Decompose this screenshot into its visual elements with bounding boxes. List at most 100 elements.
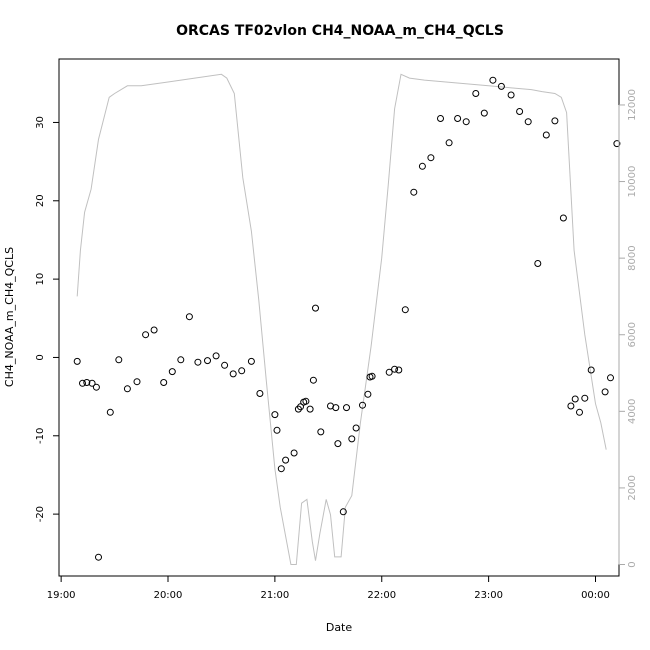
- data-point: [364, 390, 372, 398]
- chart-title: ORCAS TF02vlon CH4_NOAA_m_CH4_QCLS: [176, 23, 504, 39]
- x-tick-label: 00:00: [581, 590, 610, 601]
- data-point: [212, 352, 220, 360]
- y-tick-label: 0: [35, 354, 46, 360]
- data-point: [445, 139, 453, 147]
- data-point: [391, 365, 399, 373]
- data-point: [587, 366, 595, 374]
- data-point: [567, 402, 575, 410]
- data-point: [294, 405, 302, 413]
- x-tick-label: 23:00: [474, 590, 503, 601]
- data-point: [401, 306, 409, 314]
- data-point: [79, 379, 86, 387]
- data-point: [395, 366, 403, 374]
- data-point: [247, 357, 255, 365]
- data-point: [534, 260, 542, 267]
- data-point: [95, 553, 102, 561]
- x-tick-label: 19:00: [47, 590, 76, 601]
- y-axis: -20 -10 0 10 20 30: [35, 116, 60, 522]
- data-point: [302, 397, 310, 405]
- data-point: [282, 456, 290, 464]
- y-tick-label: -20: [35, 506, 46, 522]
- data-point: [332, 404, 340, 412]
- data-point: [297, 403, 304, 411]
- data-point: [524, 118, 532, 126]
- data-point: [437, 115, 444, 122]
- data-point: [185, 313, 193, 321]
- scatter-points-layer: [73, 76, 621, 561]
- data-point: [204, 357, 211, 365]
- data-point: [194, 358, 202, 366]
- y-tick-label: -10: [35, 428, 46, 444]
- data-point: [115, 356, 123, 364]
- data-point: [271, 411, 279, 419]
- data-point: [309, 376, 317, 384]
- data-point: [238, 367, 246, 375]
- data-point: [551, 117, 559, 125]
- y2-tick-label: 8000: [627, 245, 638, 270]
- data-point: [88, 379, 96, 387]
- data-point: [516, 108, 524, 115]
- data-point: [368, 372, 376, 380]
- data-point: [480, 109, 488, 117]
- data-point: [142, 331, 150, 339]
- x-tick-label: 22:00: [367, 590, 396, 601]
- data-point: [581, 394, 589, 402]
- y2-tick-label: 2000: [627, 475, 638, 500]
- y2-tick-label: 12000: [627, 89, 638, 121]
- data-point: [497, 82, 505, 90]
- data-point: [542, 131, 550, 139]
- data-point: [150, 326, 158, 334]
- x-tick-label: 21:00: [260, 590, 289, 601]
- data-point: [277, 465, 285, 473]
- y-tick-label: 30: [35, 116, 46, 129]
- data-point: [256, 390, 264, 397]
- data-point: [607, 374, 614, 382]
- data-point: [472, 90, 480, 97]
- data-point: [507, 91, 515, 99]
- x-tick-label: 20:00: [154, 590, 183, 601]
- data-point: [489, 76, 497, 84]
- data-point: [177, 356, 185, 364]
- x-axis: 19:00 20:00 21:00 22:00 23:00 00:00: [47, 575, 610, 601]
- data-point: [273, 426, 281, 434]
- data-point: [229, 370, 237, 378]
- data-point: [427, 154, 435, 162]
- y2-axis: 0 2000 4000 6000 8000 10000 12000: [618, 89, 638, 568]
- data-point: [339, 508, 347, 516]
- data-point: [348, 435, 356, 443]
- data-point: [601, 388, 609, 396]
- data-point: [343, 404, 350, 412]
- data-point: [106, 408, 114, 416]
- y2-tick-label: 4000: [627, 399, 638, 424]
- data-point: [454, 115, 462, 122]
- data-point: [613, 140, 621, 148]
- data-point: [410, 188, 418, 196]
- data-point: [83, 379, 91, 386]
- data-point: [290, 449, 298, 457]
- y2-tick-label: 6000: [627, 322, 638, 347]
- data-point: [92, 383, 100, 391]
- data-point: [559, 214, 567, 222]
- data-point: [221, 361, 229, 369]
- x-axis-label: Date: [326, 621, 353, 634]
- data-point: [123, 385, 131, 393]
- data-point: [571, 395, 579, 403]
- altitude-line-layer: [76, 73, 607, 565]
- y-tick-label: 20: [35, 194, 46, 207]
- data-point: [334, 440, 342, 448]
- data-point: [317, 428, 325, 436]
- plot-area: [58, 58, 620, 577]
- y-axis-label: CH4_NOAA_m_CH4_QCLS: [3, 247, 16, 387]
- data-point: [462, 118, 470, 126]
- data-point: [73, 357, 81, 365]
- altitude-line: [76, 73, 607, 565]
- data-point: [312, 304, 319, 312]
- data-point: [359, 401, 366, 409]
- y2-tick-label: 10000: [627, 166, 638, 198]
- data-point: [306, 405, 314, 413]
- data-point: [133, 378, 141, 386]
- data-point: [160, 379, 168, 386]
- data-point: [576, 408, 583, 416]
- y-tick-label: 10: [35, 273, 46, 286]
